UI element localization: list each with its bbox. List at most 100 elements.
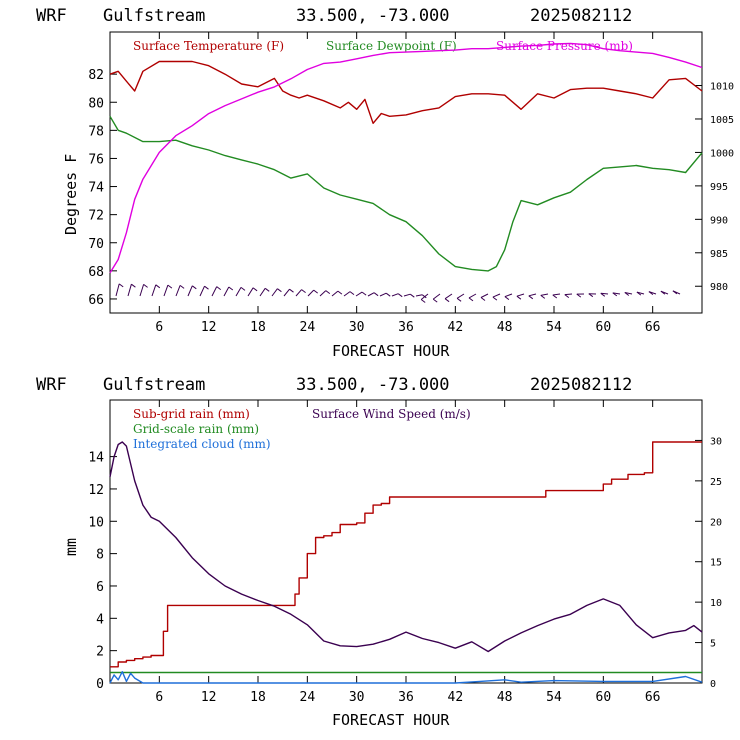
lower-x-tick-label: 30 (349, 690, 365, 705)
lower-x-tick-label: 66 (645, 690, 661, 705)
lower-x-tick-label: 6 (155, 690, 163, 705)
lower-axis-ticks: 6 12 18 24 30 36 42 48 54 60 660246810121405101520… (88, 400, 722, 705)
wind-barb (163, 284, 169, 297)
wind-barb-flag (155, 284, 161, 289)
wind-barb-flag (216, 286, 221, 291)
wind-barb (415, 294, 423, 297)
wind-barb-flag (504, 296, 510, 301)
header2-init: 2025082112 (530, 375, 632, 395)
wind-barb-flag (444, 298, 450, 303)
wind-barb-flag (118, 283, 124, 288)
upper-y-tick-label: 70 (88, 237, 104, 252)
wind-barb (456, 293, 465, 299)
upper-x-tick-label: 66 (645, 320, 661, 335)
header-init: 2025082112 (530, 6, 632, 26)
lower-y-tick-label: 8 (96, 548, 104, 563)
wind-barb-flag (648, 291, 654, 296)
wind-barb (516, 293, 525, 297)
upper-x-tick-label: 48 (497, 320, 513, 335)
series-surface-wind-speed (109, 441, 703, 653)
series-surface-temperature (109, 60, 703, 125)
upper-y-tick-label: 76 (88, 152, 104, 167)
lower-y-axis-label: mm (62, 538, 80, 556)
upper-y2-tick-label: 1010 (710, 82, 734, 93)
lower-x-tick-label: 18 (250, 690, 266, 705)
wind-barb (187, 285, 193, 297)
series-surface-pressure (109, 42, 703, 274)
upper-y-tick-label: 68 (88, 265, 104, 280)
lower-y-tick-label: 14 (88, 451, 104, 466)
lower-y2-tick-label: 10 (710, 598, 722, 609)
lower-series (109, 441, 703, 684)
wind-barb (367, 292, 375, 297)
wind-barb (211, 286, 218, 297)
wind-barb (600, 292, 609, 295)
wind-barb (480, 293, 489, 298)
wind-barb-flag (456, 297, 462, 302)
wind-barb (343, 291, 351, 297)
wind-barb (552, 293, 561, 296)
wind-barb-flag (552, 294, 558, 299)
lower-y-tick-label: 10 (88, 515, 104, 530)
lower-y2-tick-label: 0 (710, 679, 716, 690)
wind-barb-flag (624, 292, 630, 296)
wind-barb (295, 289, 302, 297)
wind-barb (247, 287, 254, 297)
upper-x-tick-label: 54 (546, 320, 562, 335)
upper-x-tick-label: 30 (349, 320, 365, 335)
wind-barb-flag (397, 293, 403, 298)
lower-x-axis-label: FORECAST HOUR (332, 711, 450, 729)
series-surface-dewpoint (109, 115, 703, 272)
header2-coords: 33.500, -73.000 (296, 375, 450, 395)
upper-plot-frame (109, 31, 703, 314)
lower-x-tick-label: 54 (546, 690, 562, 705)
wind-barb (175, 285, 181, 297)
upper-y-tick-label: 80 (88, 96, 104, 111)
header-model: WRF (36, 6, 67, 26)
upper-x-tick-label: 36 (398, 320, 414, 335)
upper-y-tick-label: 82 (88, 68, 104, 83)
wind-barb-flag (540, 294, 546, 299)
upper-x-axis-label: FORECAST HOUR (332, 342, 450, 360)
lower-x-tick-label: 60 (596, 690, 612, 705)
wind-barb-flag (588, 293, 594, 298)
upper-series (109, 42, 703, 274)
lower-y2-tick-label: 20 (710, 517, 722, 528)
wind-barb (504, 293, 513, 298)
wind-barb (115, 283, 120, 297)
upper-x-tick-label: 12 (201, 320, 217, 335)
wind-barb (283, 288, 290, 297)
legend-subgrid-rain: Sub-grid rain (mm) (133, 407, 250, 421)
wind-barb (199, 285, 205, 297)
upper-x-tick-label: 6 (155, 320, 163, 335)
wind-barb-flag (277, 288, 282, 293)
upper-y-axis-label: Degrees F (62, 154, 80, 235)
header-site: Gulfstream (103, 6, 205, 26)
lower-y2-tick-label: 25 (710, 477, 722, 488)
wind-barb (235, 287, 242, 297)
wind-barb-flag (192, 285, 197, 290)
lower-y2-tick-label: 15 (710, 558, 722, 569)
upper-y2-tick-label: 985 (710, 249, 728, 260)
wind-barb (432, 293, 441, 300)
lower-x-tick-label: 42 (448, 690, 464, 705)
legend-pressure: Surface Pressure (mb) (496, 39, 633, 53)
wind-barb (468, 293, 477, 299)
wind-barb-flag (564, 294, 570, 299)
wind-barb-flag (528, 295, 534, 300)
wind-barb-flag (421, 294, 427, 299)
lower-x-tick-label: 12 (201, 690, 217, 705)
wind-barb (624, 292, 633, 295)
legend-wind-speed: Surface Wind Speed (m/s) (312, 407, 471, 421)
wind-barb (612, 292, 621, 295)
lower-y-tick-label: 6 (96, 580, 104, 595)
wind-barb-flag (361, 291, 367, 296)
panel1-header: WRF Gulfstream 33.500, -73.000 202508211… (36, 6, 632, 26)
wind-barb-flag (289, 288, 294, 293)
lower-y-tick-label: 4 (96, 612, 104, 627)
upper-chart: Surface Temperature (F) Surface Dewpoint… (62, 31, 734, 360)
wind-barb-flag (672, 290, 678, 295)
wind-barb-flag (468, 297, 474, 302)
wind-barb (540, 293, 549, 296)
